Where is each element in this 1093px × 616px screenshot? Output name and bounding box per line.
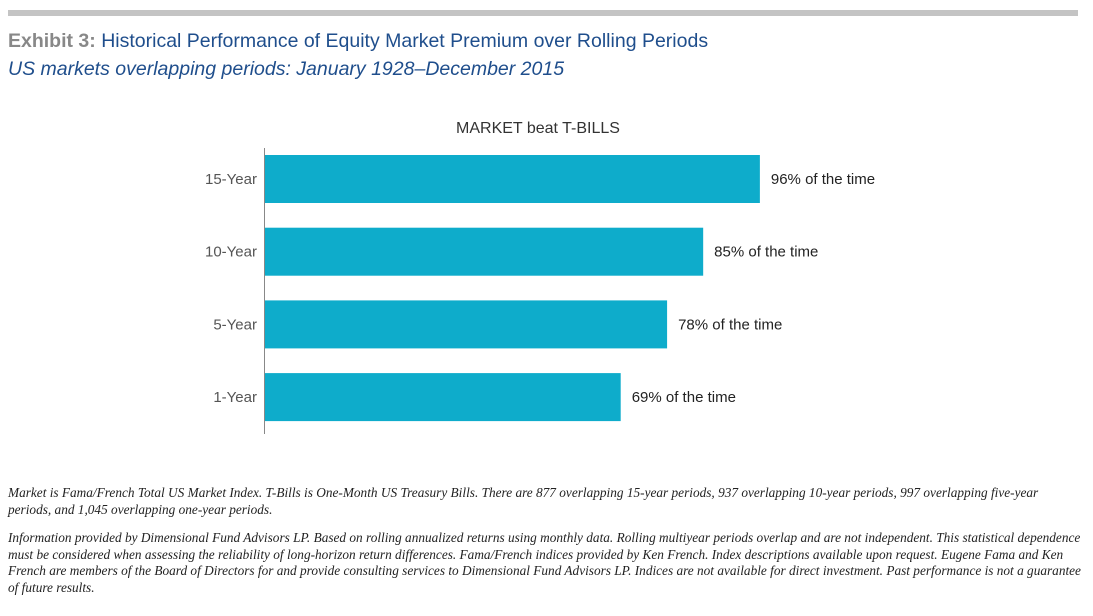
exhibit-title: Exhibit 3: Historical Performance of Equ… bbox=[8, 30, 708, 53]
category-label: 10-Year bbox=[205, 244, 257, 261]
bar-5-year bbox=[265, 300, 668, 349]
category-label: 5-Year bbox=[213, 316, 257, 333]
footnote-disclosure: Information provided by Dimensional Fund… bbox=[8, 530, 1081, 595]
top-rule bbox=[8, 10, 1078, 16]
chart-title: MARKET beat T-BILLS bbox=[456, 120, 620, 137]
exhibit-subtitle: US markets overlapping periods: January … bbox=[8, 58, 565, 80]
data-label: 96% of the time bbox=[771, 171, 875, 188]
data-label: 78% of the time bbox=[678, 316, 782, 333]
exhibit-label: Exhibit 3: bbox=[8, 30, 96, 52]
data-label: 69% of the time bbox=[632, 389, 736, 406]
category-label: 1-Year bbox=[213, 389, 257, 406]
footnote-market-definition: Market is Fama/French Total US Market In… bbox=[8, 485, 1039, 517]
bar-10-year bbox=[265, 227, 704, 276]
bar-chart: MARKET beat T-BILLS 15-Year 96% of the ti… bbox=[205, 120, 875, 434]
bars-layer: 15-Year 96% of the time 10-Year 85% of the … bbox=[205, 155, 875, 422]
exhibit-title-text: Historical Performance of Equity Market … bbox=[101, 30, 709, 52]
bar-1-year bbox=[265, 373, 621, 422]
bar-15-year bbox=[265, 155, 760, 203]
data-label: 85% of the time bbox=[714, 244, 818, 261]
category-label: 15-Year bbox=[205, 171, 257, 188]
